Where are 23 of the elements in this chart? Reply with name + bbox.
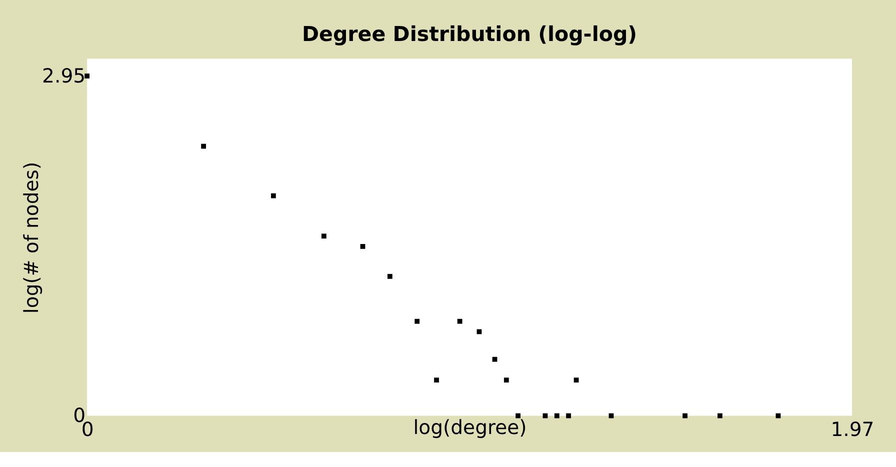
point [574, 378, 579, 383]
chart-title: Degree Distribution (log-log) [302, 22, 638, 46]
y-tick-label: 2.95 [42, 64, 86, 88]
point [434, 378, 439, 383]
x-tick-label: 1.97 [830, 418, 874, 441]
point [321, 234, 326, 239]
point [516, 413, 520, 418]
point [492, 356, 498, 362]
point [682, 413, 688, 418]
point [84, 74, 90, 78]
point [414, 318, 420, 324]
point [360, 244, 366, 249]
point [566, 413, 571, 418]
point [387, 274, 392, 279]
point [718, 413, 722, 418]
point [476, 329, 482, 334]
point [457, 318, 462, 324]
x-axis-title: log(degree) [413, 416, 527, 439]
y-axis-title: log(# of nodes) [20, 162, 44, 314]
point [504, 378, 509, 383]
point [270, 193, 276, 198]
point [554, 413, 560, 418]
point [201, 144, 206, 149]
